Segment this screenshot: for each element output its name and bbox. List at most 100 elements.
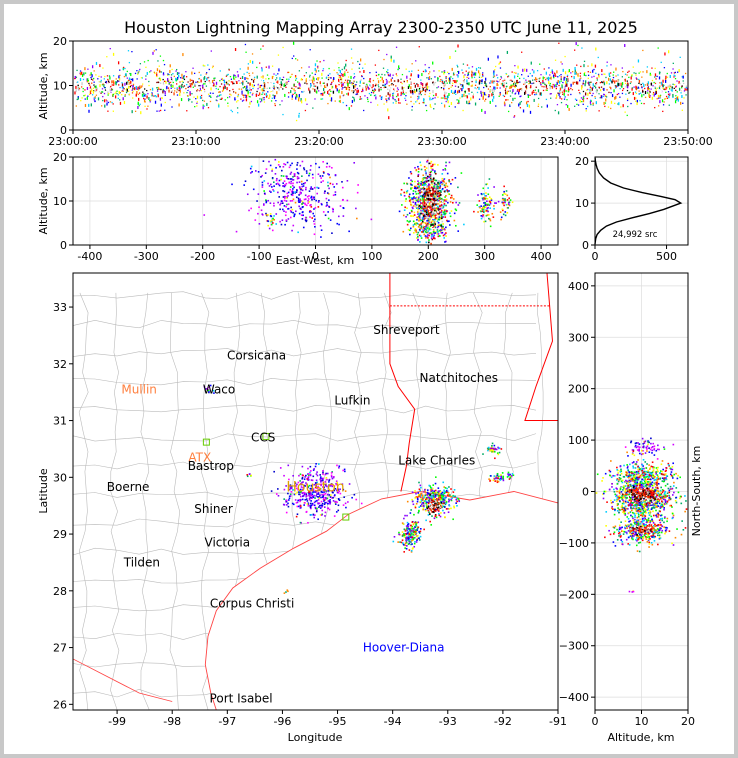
source-point: [296, 505, 299, 508]
source-point: [87, 78, 89, 82]
source-point: [424, 508, 427, 511]
source-point: [620, 82, 622, 86]
source-point: [420, 235, 422, 237]
source-point: [386, 80, 388, 84]
source-point: [400, 94, 402, 97]
source-point: [494, 202, 496, 204]
source-point: [286, 203, 288, 206]
source-point: [453, 219, 456, 222]
source-point: [342, 504, 345, 506]
source-point: [277, 80, 279, 84]
source-point: [400, 81, 402, 84]
source-point: [206, 102, 208, 106]
east-west-ylabel: Altitude, km: [37, 167, 50, 234]
source-point: [445, 232, 447, 234]
source-point: [91, 81, 93, 83]
source-point: [119, 69, 121, 71]
source-point: [302, 182, 305, 185]
source-point: [290, 180, 293, 183]
source-point: [668, 88, 671, 90]
source-point: [323, 500, 325, 502]
source-point: [438, 212, 441, 215]
source-point: [554, 73, 556, 77]
source-point: [428, 211, 430, 214]
source-point: [380, 86, 382, 89]
source-point: [429, 216, 431, 218]
source-point: [299, 521, 302, 524]
source-point: [389, 73, 391, 77]
source-point: [202, 83, 205, 85]
source-point: [277, 488, 279, 490]
source-point: [309, 79, 311, 81]
source-point: [487, 217, 490, 220]
source-point: [171, 106, 173, 108]
source-point: [275, 179, 278, 182]
source-point: [93, 84, 95, 86]
source-point: [329, 502, 331, 505]
source-point: [445, 80, 447, 82]
source-point: [484, 110, 486, 114]
source-point: [309, 496, 311, 498]
source-point: [307, 522, 309, 524]
source-point: [292, 198, 295, 201]
source-point: [432, 202, 435, 205]
source-point: [590, 81, 592, 83]
source-point: [441, 173, 444, 175]
source-point: [417, 183, 419, 186]
source-point: [417, 175, 419, 178]
source-point: [471, 91, 473, 94]
source-point: [410, 215, 412, 217]
source-point: [484, 210, 487, 212]
source-point: [301, 218, 304, 220]
source-point: [359, 96, 362, 98]
source-point: [505, 72, 507, 75]
source-point: [325, 501, 328, 504]
source-point: [567, 71, 570, 73]
source-point: [580, 97, 583, 99]
source-point: [252, 92, 254, 95]
source-point: [440, 229, 443, 232]
source-point: [421, 201, 424, 204]
source-point: [329, 73, 331, 75]
source-point: [599, 97, 601, 99]
source-point: [432, 203, 434, 206]
source-point: [280, 175, 283, 177]
source-point: [88, 93, 91, 96]
source-point: [415, 231, 418, 233]
source-point: [509, 199, 512, 201]
source-point: [405, 99, 407, 101]
source-point: [294, 191, 296, 193]
source-point: [320, 484, 322, 487]
source-point: [300, 67, 303, 69]
source-point: [117, 80, 119, 82]
source-point: [678, 80, 680, 84]
source-point: [313, 494, 315, 497]
source-point: [428, 204, 430, 206]
source-point: [673, 89, 676, 91]
source-point: [432, 211, 435, 214]
source-point: [182, 81, 184, 84]
source-point: [351, 100, 354, 104]
source-point: [249, 101, 251, 105]
source-point: [418, 215, 421, 218]
source-point: [442, 195, 445, 198]
source-point: [418, 228, 421, 231]
source-point: [420, 207, 423, 210]
source-point: [320, 236, 322, 238]
source-point: [239, 68, 241, 70]
source-point: [531, 75, 533, 77]
source-point: [614, 102, 616, 105]
source-point: [372, 79, 375, 82]
source-point: [471, 80, 473, 83]
source-point: [419, 484, 422, 487]
source-point: [347, 76, 350, 78]
source-point: [588, 84, 590, 86]
source-point: [391, 77, 394, 79]
source-point: [300, 214, 303, 216]
source-point: [412, 215, 415, 217]
source-point: [617, 74, 619, 76]
source-point: [519, 81, 521, 83]
source-point: [306, 503, 309, 505]
source-point: [517, 88, 519, 92]
source-point: [484, 84, 486, 87]
